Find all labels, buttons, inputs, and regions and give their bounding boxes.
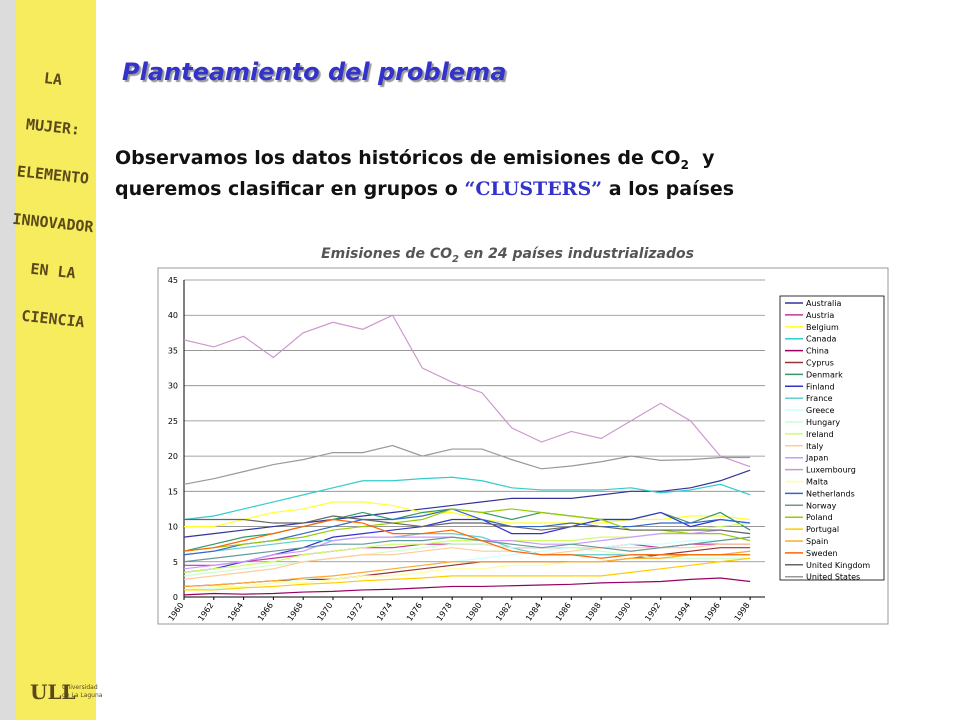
y-tick-label: 10 xyxy=(168,523,178,532)
text: Observamos los datos históricos de emisi… xyxy=(115,147,681,169)
y-tick-label: 45 xyxy=(168,276,178,285)
legend-label: Greece xyxy=(806,406,835,415)
sidebar xyxy=(0,0,96,720)
slide-title: Planteamiento del problema xyxy=(122,58,507,86)
legend-label: Belgium xyxy=(806,323,839,332)
legend-label: Italy xyxy=(806,442,824,451)
legend-label: United States xyxy=(806,573,860,582)
legend-label: Hungary xyxy=(806,418,840,427)
series-line xyxy=(183,577,751,596)
series-line xyxy=(183,444,751,485)
logo: ULL xyxy=(30,680,76,704)
legend-label: Malta xyxy=(806,478,828,487)
y-tick-label: 35 xyxy=(168,346,178,355)
series-line xyxy=(183,314,751,468)
text: a los países xyxy=(602,178,735,200)
legend-label: Sweden xyxy=(806,549,838,558)
legend-label: United Kingdom xyxy=(806,561,870,570)
legend-label: Austria xyxy=(806,311,834,320)
legend-label: Norway xyxy=(806,501,837,510)
series-line xyxy=(184,501,751,528)
legend-label: Spain xyxy=(806,537,828,546)
series-line xyxy=(183,536,751,563)
legend-box xyxy=(779,295,885,581)
legend-label: Japan xyxy=(805,454,828,463)
body-line: Observamos los datos históricos de emisi… xyxy=(115,147,715,172)
legend-label: China xyxy=(806,347,829,356)
y-tick-label: 40 xyxy=(168,311,178,320)
series-line xyxy=(183,518,751,559)
y-tick-label: 25 xyxy=(168,417,178,426)
y-tick-label: 30 xyxy=(168,382,178,391)
y-tick-label: 15 xyxy=(168,487,178,496)
legend-label: Cyprus xyxy=(806,359,834,368)
text: en 24 países industrializados xyxy=(458,246,694,262)
y-tick-label: 0 xyxy=(173,593,178,602)
legend-label: France xyxy=(806,394,833,403)
legend-label: Finland xyxy=(806,382,835,391)
series-line xyxy=(184,557,751,591)
text: Emisiones de CO xyxy=(321,246,452,262)
legend-label: Poland xyxy=(806,513,833,522)
legend-label: Portugal xyxy=(806,525,839,534)
y-tick-label: 5 xyxy=(173,558,178,567)
logo-line: de La Laguna xyxy=(62,692,103,699)
text: y xyxy=(688,147,715,169)
legend-label: Luxembourg xyxy=(806,466,856,475)
legend-label: Ireland xyxy=(806,430,834,439)
series-line xyxy=(183,550,751,588)
series-line xyxy=(183,476,751,521)
legend-label: Australia xyxy=(806,299,841,308)
legend-label: Denmark xyxy=(806,370,843,379)
logo-line: Universidad xyxy=(62,684,98,691)
chart-frame xyxy=(157,267,889,625)
legend-label: Canada xyxy=(806,335,837,344)
sidebar-strip xyxy=(0,0,16,720)
logo-text: Universidad de La Laguna xyxy=(62,684,102,700)
series-line xyxy=(184,515,751,535)
highlight: “CLUSTERS” xyxy=(464,178,603,200)
legend-label: Netherlands xyxy=(806,489,855,498)
subscript: 2 xyxy=(452,253,459,265)
subscript: 2 xyxy=(680,157,689,172)
y-tick-label: 20 xyxy=(168,452,178,461)
chart-title: Emisiones de CO2 en 24 países industrial… xyxy=(0,246,960,265)
body-line: queremos clasificar en grupos o “CLUSTER… xyxy=(115,178,734,200)
text: queremos clasificar en grupos o xyxy=(115,178,465,200)
